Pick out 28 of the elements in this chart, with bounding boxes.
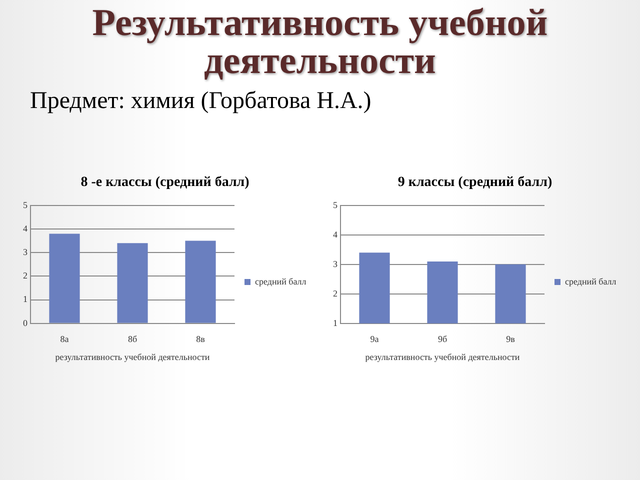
bar	[117, 243, 148, 323]
x-axis-title: результативность учебной деятельности	[55, 352, 210, 362]
text: Результативность учебной деятельности	[91, 2, 549, 82]
chart-title: 9 классы (средний балл)	[396, 175, 554, 192]
y-tick-label: 2	[23, 270, 28, 281]
x-tick-label: 9в	[506, 334, 515, 344]
x-tick-label: 8а	[60, 334, 69, 344]
x-tick-label: 8б	[128, 334, 138, 344]
bar	[49, 234, 80, 323]
y-tick-label: 1	[333, 318, 338, 328]
y-tick-label: 4	[23, 223, 28, 234]
y-tick-label: 5	[333, 200, 338, 210]
x-tick-label: 9а	[370, 334, 379, 344]
x-axis-title: результативность учебной деятельности	[365, 352, 520, 362]
bar	[185, 240, 216, 323]
x-tick-label: 9б	[438, 334, 448, 344]
x-tick-label: 8в	[196, 334, 205, 344]
y-tick-label: 1	[23, 294, 28, 304]
y-tick-label: 4	[333, 229, 338, 240]
legend-label: средний балл	[565, 276, 617, 286]
y-tick-label: 5	[23, 200, 28, 210]
y-tick-label: 3	[333, 258, 338, 269]
y-tick-label: 0	[23, 318, 28, 328]
text: Предмет: химия (Горбатова Н.А.)	[30, 88, 372, 115]
y-tick-label: 3	[23, 246, 28, 257]
legend-label: средний балл	[255, 276, 307, 286]
chart-title: 8 -е классы (средний балл)	[80, 175, 250, 192]
y-tick-label: 2	[333, 288, 338, 298]
